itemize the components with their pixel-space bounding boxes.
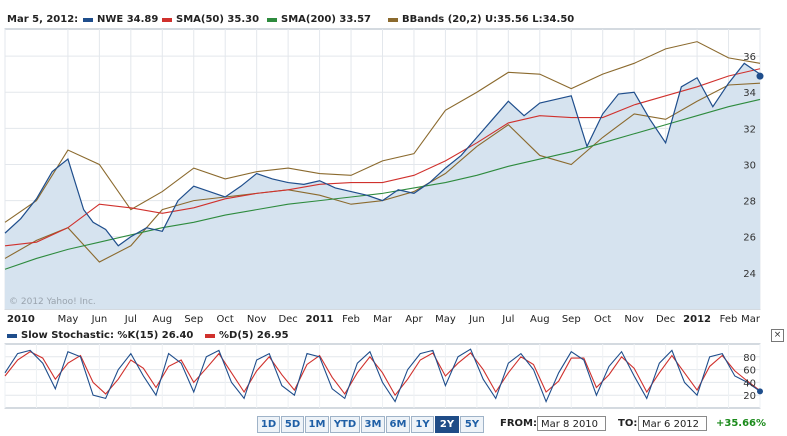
- stochastic-legend: Slow Stochastic: %K(15) 26.40 %D(5) 26.9…: [5, 329, 765, 343]
- change-percent: +35.66%: [716, 418, 767, 429]
- x-tick-label: 2012: [683, 314, 711, 325]
- x-tick-label: Dec: [278, 314, 297, 325]
- range-controls: 1D 5D 1M YTD 3M 6M 1Y 2Y 5Y FROM: Mar 8 …: [0, 414, 787, 436]
- legend-sma200-swatch: [267, 17, 277, 22]
- legend-sma50-label: SMA(50) 35.30: [176, 14, 260, 25]
- y-tick-label: 32: [743, 124, 756, 135]
- range-1d-button[interactable]: 1D: [257, 416, 280, 433]
- legend-bbands: BBands (20,2) U:35.56 L:34.50: [388, 14, 574, 25]
- range-6m-button[interactable]: 6M: [386, 416, 410, 433]
- price-chart: 24 26 28 30 32 34 36 2010 May Jun Jul Aug Sep Oct Nov D…: [4, 28, 764, 325]
- stochastic-k-line: [4, 348, 761, 404]
- to-date-input[interactable]: Mar 6 2012: [638, 416, 707, 431]
- range-1m-button[interactable]: 1M: [305, 416, 329, 433]
- y-tick-label: 30: [743, 160, 756, 171]
- price-legend: Mar 5, 2012: NWE 34.89 SMA(50) 35.30 SMA…: [5, 11, 760, 29]
- legend-d: %D(5) 26.95: [205, 330, 289, 341]
- x-tick-label: Oct: [594, 314, 611, 325]
- close-indicator-button[interactable]: ×: [771, 329, 784, 342]
- legend-nwe-swatch: [83, 17, 93, 22]
- legend-nwe: NWE 34.89: [83, 14, 158, 25]
- x-tick-label: 2011: [306, 314, 334, 325]
- x-tick-label: Mar: [741, 314, 761, 325]
- to-label: TO:: [618, 418, 638, 429]
- x-tick-label: Nov: [624, 314, 644, 325]
- legend-bbands-label: BBands (20,2) U:35.56 L:34.50: [402, 14, 575, 25]
- legend-sma200: SMA(200) 33.57: [267, 14, 371, 25]
- range-1y-button[interactable]: 1Y: [411, 416, 434, 433]
- x-tick-label: May: [435, 314, 456, 325]
- x-tick-label: Jul: [124, 314, 137, 325]
- bband-upper-line: [4, 41, 761, 223]
- x-tick-label: Sep: [562, 314, 581, 325]
- x-tick-label: Nov: [247, 314, 267, 325]
- x-tick-label: Jun: [91, 314, 108, 325]
- legend-sma50-swatch: [162, 17, 172, 22]
- range-5y-button[interactable]: 5Y: [460, 416, 484, 433]
- legend-d-label: %D(5) 26.95: [219, 330, 289, 341]
- stochastic-y-tick-label: 20: [743, 391, 756, 402]
- x-tick-label: Oct: [217, 314, 234, 325]
- x-tick-label: Jun: [468, 314, 485, 325]
- legend-d-swatch: [205, 333, 215, 338]
- y-tick-label: 36: [743, 52, 756, 63]
- stochastic-y-tick-label: 60: [743, 366, 756, 377]
- x-tick-label: Mar: [373, 314, 393, 325]
- x-tick-label: Feb: [342, 314, 360, 325]
- x-tick-label: 2010: [7, 314, 35, 325]
- from-date-input[interactable]: Mar 8 2010: [537, 416, 606, 431]
- y-tick-label: 34: [743, 88, 756, 99]
- legend-nwe-label: NWE 34.89: [97, 14, 159, 25]
- stochastic-last-marker: [757, 388, 763, 395]
- legend-sma50: SMA(50) 35.30: [162, 14, 259, 25]
- y-tick-label: 26: [743, 233, 756, 244]
- range-5d-button[interactable]: 5D: [281, 416, 304, 433]
- stochastic-y-tick-label: 40: [743, 378, 756, 389]
- price-area: [5, 63, 760, 309]
- x-tick-label: Dec: [656, 314, 675, 325]
- legend-k: Slow Stochastic: %K(15) 26.40: [7, 330, 193, 341]
- sma50-line: [4, 68, 761, 247]
- range-ytd-button[interactable]: YTD: [330, 416, 360, 433]
- stochastic-d-line: [4, 351, 761, 397]
- x-tick-label: Aug: [153, 314, 173, 325]
- price-line: [4, 62, 761, 247]
- x-tick-label: Aug: [530, 314, 550, 325]
- legend-date: Mar 5, 2012:: [7, 14, 79, 25]
- x-tick-label: Apr: [405, 314, 423, 325]
- sma200-line: [4, 98, 761, 270]
- x-tick-label: Jul: [501, 314, 514, 325]
- legend-k-label: Slow Stochastic: %K(15) 26.40: [21, 330, 194, 341]
- legend-bbands-swatch: [388, 17, 398, 22]
- from-label: FROM:: [500, 418, 537, 429]
- legend-k-swatch: [7, 333, 17, 338]
- range-2y-button[interactable]: 2Y: [435, 416, 459, 433]
- x-tick-label: Feb: [720, 314, 738, 325]
- x-tick-label: Sep: [184, 314, 203, 325]
- last-price-marker: [756, 72, 764, 80]
- stochastic-y-tick-label: 80: [743, 353, 756, 364]
- y-tick-label: 24: [743, 269, 756, 280]
- y-tick-label: 28: [743, 197, 756, 208]
- range-3m-button[interactable]: 3M: [361, 416, 385, 433]
- x-tick-label: May: [58, 314, 79, 325]
- legend-sma200-label: SMA(200) 33.57: [281, 14, 372, 25]
- copyright-watermark: © 2012 Yahoo! Inc.: [9, 297, 96, 307]
